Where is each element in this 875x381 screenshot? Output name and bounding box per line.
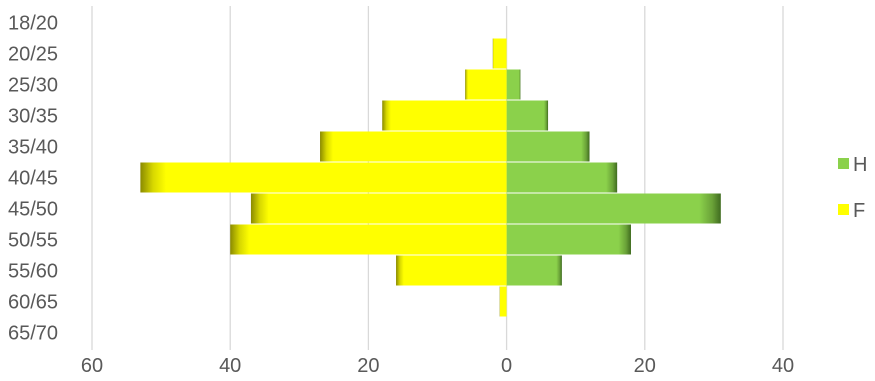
y-tick-label: 40/45 bbox=[8, 168, 58, 190]
bar-h-35-40 bbox=[506, 131, 590, 162]
y-tick-label: 45/50 bbox=[8, 199, 58, 221]
legend: HF bbox=[838, 154, 867, 222]
bar-h-45-50 bbox=[506, 193, 721, 224]
y-tick-label: 65/70 bbox=[8, 323, 58, 345]
bar-h-55-60 bbox=[506, 255, 562, 286]
x-tick-label: 20 bbox=[634, 355, 656, 377]
bar-f-50-55 bbox=[230, 224, 507, 255]
x-tick-label: 40 bbox=[772, 355, 794, 377]
bar-f-35-40 bbox=[320, 131, 507, 162]
y-tick-label: 35/40 bbox=[8, 137, 58, 159]
bar-f-20-25 bbox=[492, 38, 507, 69]
bar-h-30-35 bbox=[506, 100, 549, 131]
legend-label-h: H bbox=[853, 154, 867, 176]
bar-f-40-45 bbox=[140, 162, 507, 193]
bar-f-30-35 bbox=[382, 100, 507, 131]
x-tick-label: 0 bbox=[501, 355, 512, 377]
legend-swatch-f bbox=[838, 204, 849, 215]
bars-layer bbox=[140, 38, 721, 317]
x-tick-label: 60 bbox=[81, 355, 103, 377]
bar-f-25-30 bbox=[465, 69, 507, 100]
bar-f-55-60 bbox=[396, 255, 507, 286]
legend-swatch-h bbox=[838, 158, 849, 169]
x-tick-label: 40 bbox=[219, 355, 241, 377]
bar-h-25-30 bbox=[506, 69, 521, 100]
y-tick-label: 20/25 bbox=[8, 44, 58, 66]
y-tick-label: 25/30 bbox=[8, 75, 58, 97]
x-tick-label: 20 bbox=[357, 355, 379, 377]
bar-h-50-55 bbox=[506, 224, 631, 255]
y-tick-label: 55/60 bbox=[8, 261, 58, 283]
y-axis-labels: 18/20 20/25 25/30 30/35 35/40 40/45 45/50 50/55… bbox=[8, 13, 58, 345]
legend-label-f: F bbox=[853, 200, 865, 222]
bar-f-45-50 bbox=[250, 193, 507, 224]
bar-f-60-65 bbox=[499, 286, 507, 317]
bar-h-40-45 bbox=[506, 162, 618, 193]
x-axis-labels: 60 40 20 0 20 40 bbox=[81, 355, 794, 377]
y-tick-label: 18/20 bbox=[8, 13, 58, 35]
y-tick-label: 30/35 bbox=[8, 106, 58, 128]
y-tick-label: 50/55 bbox=[8, 230, 58, 252]
y-tick-label: 60/65 bbox=[8, 292, 58, 314]
